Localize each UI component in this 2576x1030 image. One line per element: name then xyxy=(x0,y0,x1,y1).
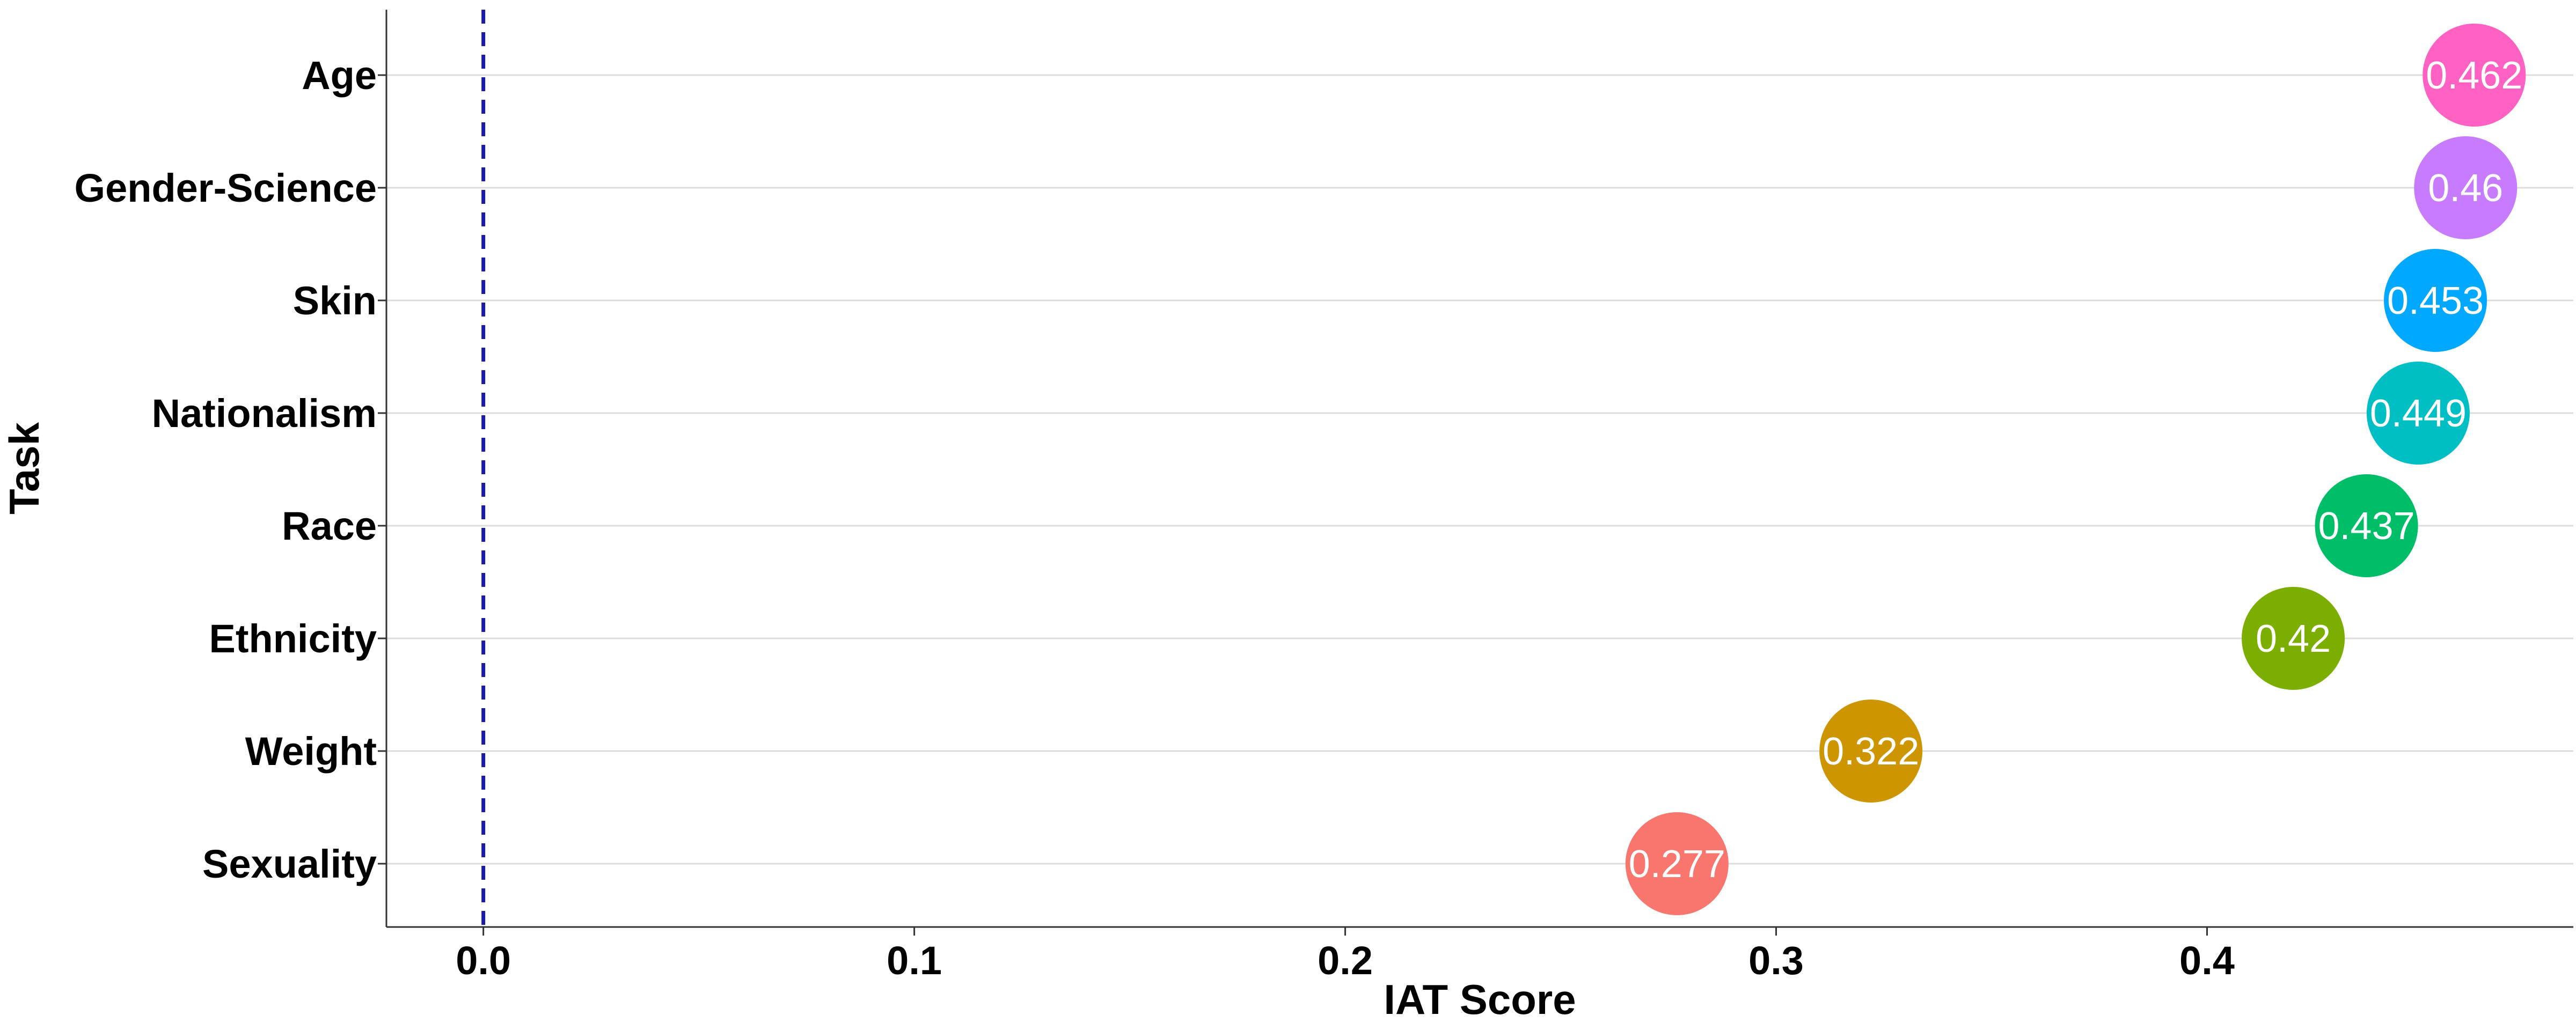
y-tick-label: Ethnicity xyxy=(209,616,377,661)
point-label: 0.437 xyxy=(2318,505,2414,548)
grid-lines xyxy=(386,74,2573,865)
y-tick-label: Skin xyxy=(293,278,377,323)
point-sexuality xyxy=(1625,812,1729,915)
point-label: 0.449 xyxy=(2370,392,2467,435)
point-weight xyxy=(1819,700,1923,803)
point-gender-science xyxy=(2414,136,2518,239)
y-tick-label: Gender-Science xyxy=(75,166,377,210)
point-label: 0.42 xyxy=(2256,617,2331,660)
point-label: 0.46 xyxy=(2428,167,2503,210)
x-axis-title: IAT Score xyxy=(1384,976,1576,1023)
point-age xyxy=(2423,24,2526,127)
data-points: 0.462 0.46 0.453 0.449 0.437 0.42 0.322 0.277 xyxy=(1625,24,2526,915)
y-tick-label: Age xyxy=(302,53,377,98)
point-ethnicity xyxy=(2242,587,2345,690)
point-label: 0.462 xyxy=(2426,54,2522,97)
x-tick-label: 0.1 xyxy=(887,938,942,983)
point-label: 0.322 xyxy=(1823,730,1919,773)
y-tick-label: Sexuality xyxy=(202,842,377,886)
y-tick-label: Weight xyxy=(245,729,377,774)
point-label: 0.277 xyxy=(1629,843,1725,886)
x-tick-label: 0.2 xyxy=(1318,938,1373,983)
point-nationalism xyxy=(2366,362,2470,465)
point-race xyxy=(2315,474,2418,577)
y-axis-title: Task xyxy=(1,422,48,514)
x-tick-label: 0.3 xyxy=(1748,938,1804,983)
point-skin xyxy=(2384,249,2487,352)
x-tick-label: 0.4 xyxy=(2179,938,2235,983)
y-tick-label: Race xyxy=(282,504,377,548)
x-tick-label: 0.0 xyxy=(456,938,511,983)
y-tick-label: Nationalism xyxy=(152,391,377,436)
point-label: 0.453 xyxy=(2387,279,2484,322)
axes: Age Gender-Science Skin Nationalism Race Ethn… xyxy=(75,10,2573,983)
